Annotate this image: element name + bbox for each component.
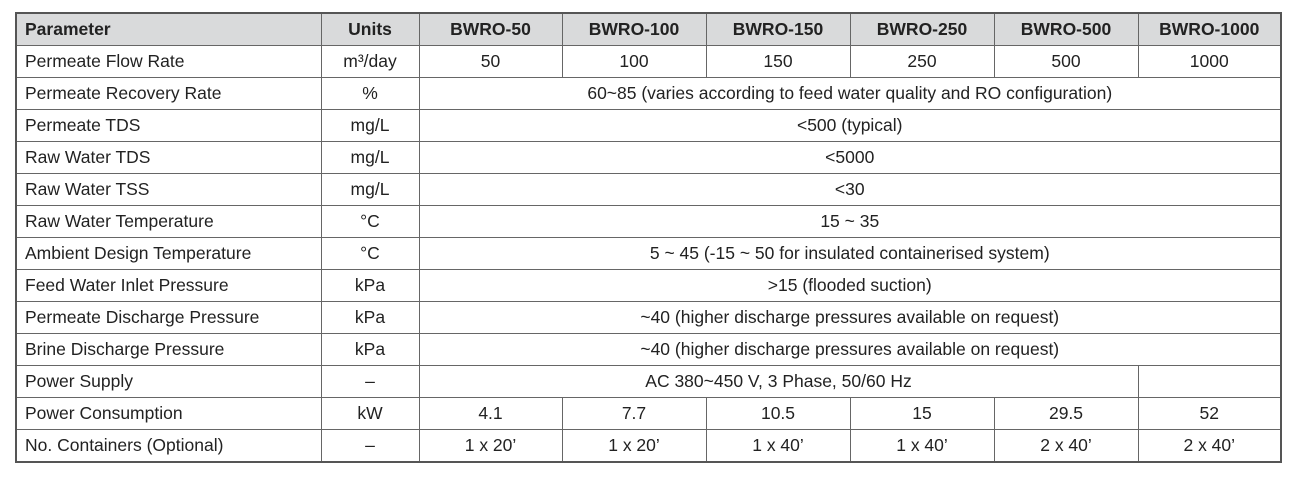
unit-cell: – (320, 429, 420, 463)
parameter-cell: Ambient Design Temperature (15, 237, 322, 270)
value-cell: 4.1 (418, 397, 563, 430)
unit-cell: mg/L (320, 109, 420, 142)
table-row: Power Supply – AC 380~450 V, 3 Phase, 50/6… (15, 365, 1282, 398)
table-row: Permeate TDS mg/L <500 (typical) (15, 109, 1282, 142)
header-cell: BWRO-100 (561, 12, 707, 46)
value-cell: AC 380~450 V, 3 Phase, 50/60 Hz (418, 365, 1139, 398)
header-cell: BWRO-1000 (1137, 12, 1282, 46)
unit-cell: – (320, 365, 420, 398)
value-cell: 15 (849, 397, 995, 430)
parameter-cell: Permeate Flow Rate (15, 45, 322, 78)
parameter-cell: Raw Water Temperature (15, 205, 322, 238)
parameter-cell: Feed Water Inlet Pressure (15, 269, 322, 302)
parameter-cell: Permeate TDS (15, 109, 322, 142)
value-cell: 150 (705, 45, 851, 78)
value-cell: 1 x 20’ (561, 429, 707, 463)
value-cell: 50 (418, 45, 563, 78)
value-cell: 250 (849, 45, 995, 78)
parameter-cell: Raw Water TSS (15, 173, 322, 206)
table-row: Raw Water TSS mg/L <30 (15, 173, 1282, 206)
table-row: Power Consumption kW 4.1 7.7 10.5 15 29.5 52 (15, 397, 1282, 430)
value-cell: 500 (993, 45, 1139, 78)
table-row: No. Containers (Optional) –1 x 20’ 1 x 20’… (15, 429, 1282, 463)
table-row: Raw Water TDS mg/L <5000 (15, 141, 1282, 174)
table-row: Brine Discharge Pressure kPa ~40 (higher d… (15, 333, 1282, 366)
value-cell: 52 (1137, 397, 1282, 430)
value-cell: 1000 (1137, 45, 1282, 78)
header-cell: BWRO-50 (418, 12, 563, 46)
parameter-cell: Power Consumption (15, 397, 322, 430)
header-cell: BWRO-150 (705, 12, 851, 46)
header-row: Parameter Units BWRO-50 BWRO-100 BWRO-150 BWR… (15, 12, 1282, 46)
value-cell: 2 x 40’ (993, 429, 1139, 463)
value-cell: <500 (typical) (418, 109, 1282, 142)
value-cell: 1 x 20’ (418, 429, 563, 463)
header-cell: Units (320, 12, 420, 46)
value-cell: 100 (561, 45, 707, 78)
table-row: Permeate Flow Rate m³/day 50 100 150 250 500 10… (15, 45, 1282, 78)
unit-cell: kPa (320, 301, 420, 334)
value-cell: ~40 (higher discharge pressures availabl… (418, 333, 1282, 366)
value-cell: ~40 (higher discharge pressures availabl… (418, 301, 1282, 334)
unit-cell: °C (320, 205, 420, 238)
value-cell: 7.7 (561, 397, 707, 430)
header-cell: BWRO-500 (993, 12, 1139, 46)
table-body: Permeate Flow Rate m³/day 50 100 150 250 500 10… (15, 45, 1282, 463)
header-cell: Parameter (15, 12, 322, 46)
value-cell: 5 ~ 45 (-15 ~ 50 for insulated container… (418, 237, 1282, 270)
parameter-cell: Raw Water TDS (15, 141, 322, 174)
value-cell: 2 x 40’ (1137, 429, 1282, 463)
empty-cell (1137, 365, 1282, 398)
parameter-cell: Brine Discharge Pressure (15, 333, 322, 366)
unit-cell: mg/L (320, 141, 420, 174)
value-cell: <30 (418, 173, 1282, 206)
unit-cell: mg/L (320, 173, 420, 206)
value-cell: 29.5 (993, 397, 1139, 430)
parameter-cell: Permeate Recovery Rate (15, 77, 322, 110)
header-cell: BWRO-250 (849, 12, 995, 46)
spec-table: Parameter Units BWRO-50 BWRO-100 BWRO-150 BWR… (15, 12, 1282, 463)
unit-cell: kPa (320, 269, 420, 302)
value-cell: 60~85 (varies according to feed water qu… (418, 77, 1282, 110)
value-cell: >15 (flooded suction) (418, 269, 1282, 302)
table-row: Permeate Discharge Pressure kPa ~40 (highe… (15, 301, 1282, 334)
value-cell: 1 x 40’ (705, 429, 851, 463)
unit-cell: % (320, 77, 420, 110)
parameter-cell: Power Supply (15, 365, 322, 398)
value-cell: <5000 (418, 141, 1282, 174)
unit-cell: °C (320, 237, 420, 270)
table-row: Feed Water Inlet Pressure kPa >15 (flooded… (15, 269, 1282, 302)
value-cell: 15 ~ 35 (418, 205, 1282, 238)
value-cell: 1 x 40’ (849, 429, 995, 463)
table-row: Ambient Design Temperature °C 5 ~ 45 (-15 … (15, 237, 1282, 270)
parameter-cell: Permeate Discharge Pressure (15, 301, 322, 334)
unit-cell: m³/day (320, 45, 420, 78)
unit-cell: kPa (320, 333, 420, 366)
value-cell: 10.5 (705, 397, 851, 430)
unit-cell: kW (320, 397, 420, 430)
table-row: Raw Water Temperature °C 15 ~ 35 (15, 205, 1282, 238)
parameter-cell: No. Containers (Optional) (15, 429, 322, 463)
table-row: Permeate Recovery Rate% 60~85 (varies acc… (15, 77, 1282, 110)
